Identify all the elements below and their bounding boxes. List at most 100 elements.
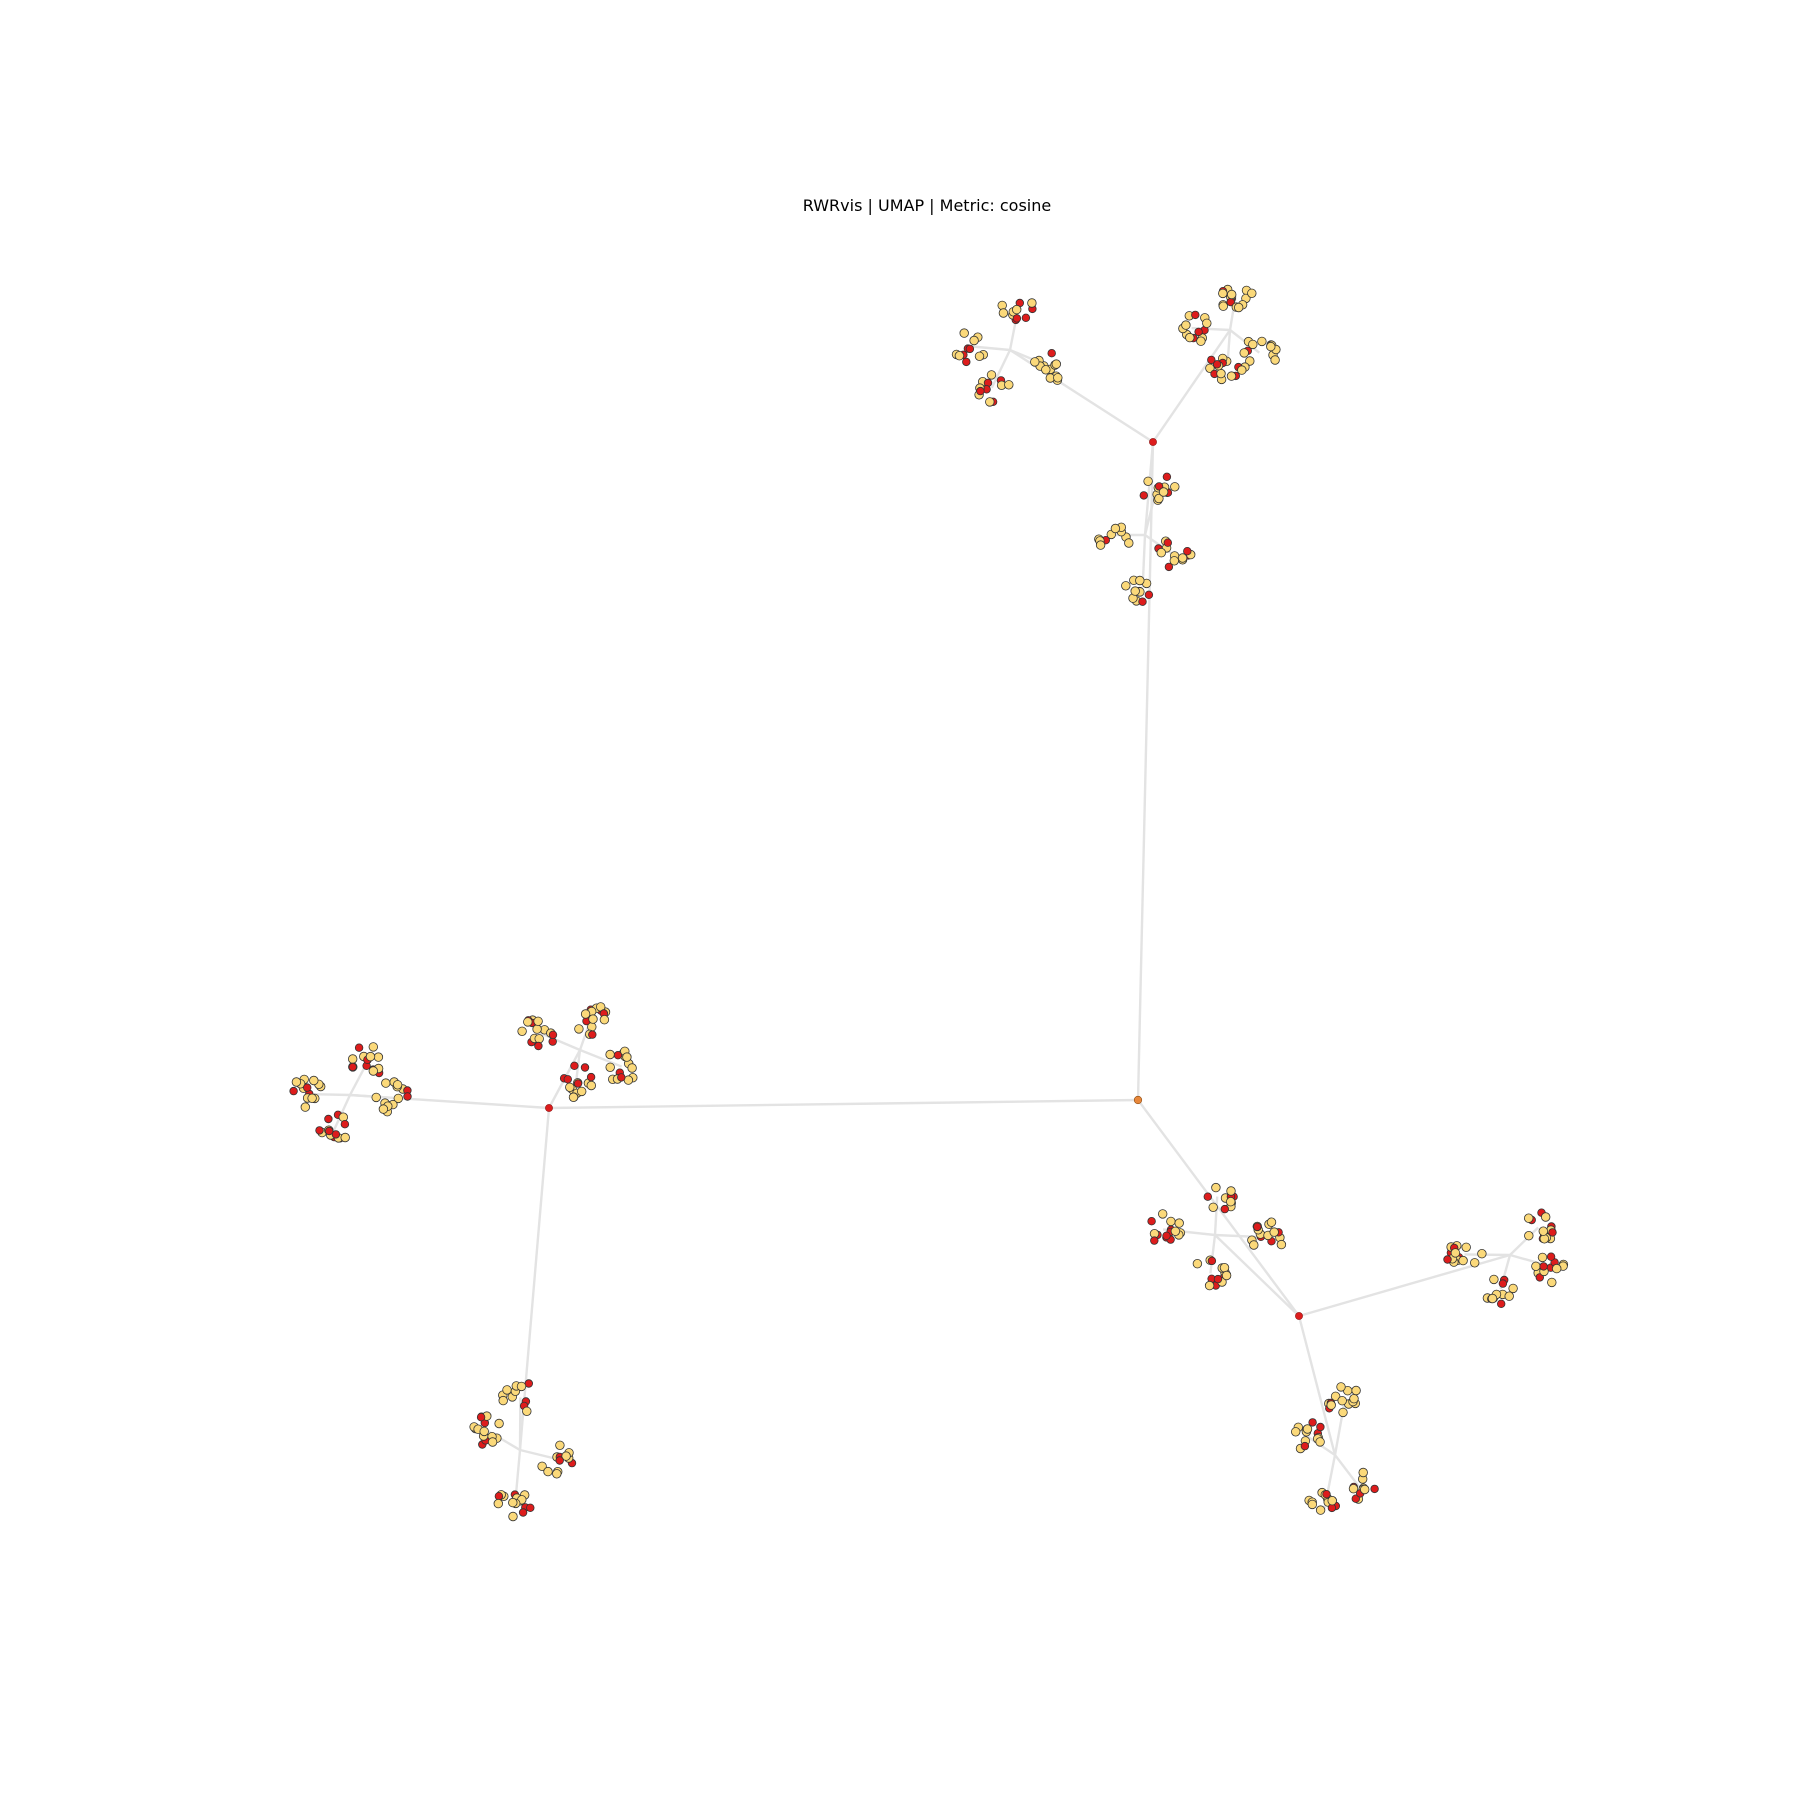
- leaf-node-red: [1316, 1422, 1325, 1432]
- cluster-top-b: [1178, 284, 1281, 385]
- leaf-node-yellow: [577, 1086, 587, 1097]
- leaf-node-red: [548, 1030, 558, 1039]
- leaf-node-red: [1213, 1274, 1223, 1284]
- leaf-node-red: [563, 1075, 572, 1084]
- leaf-node-red: [962, 357, 971, 367]
- leaf-node-yellow: [1524, 1230, 1534, 1241]
- leaf-node-yellow: [1192, 1258, 1203, 1269]
- leaf-node-yellow: [586, 1080, 597, 1091]
- cluster-top-a-spoke-2: [968, 344, 1011, 352]
- leaf-node-yellow: [1315, 1505, 1326, 1515]
- leaf-node-yellow: [1247, 288, 1257, 299]
- leaf-node-red: [1496, 1299, 1506, 1308]
- leaf-node-yellow: [561, 1451, 571, 1461]
- leaf-node-yellow: [1330, 1391, 1341, 1402]
- leaf-node-yellow: [494, 1418, 504, 1429]
- leaf-node-yellow: [1143, 476, 1153, 487]
- leaf-node-yellow: [1508, 1283, 1518, 1294]
- leaf-node-yellow: [1540, 1212, 1551, 1222]
- leaf-node-yellow: [516, 1381, 527, 1392]
- leaf-node-yellow: [1302, 1424, 1313, 1434]
- cluster-top-a-spoke-1: [990, 349, 1012, 389]
- leaf-node-yellow: [969, 335, 979, 346]
- cluster-left-b: [517, 1002, 638, 1103]
- leaf-node-yellow: [1326, 1400, 1336, 1410]
- leaf-node-red: [1207, 1256, 1217, 1266]
- root-to-hub-left-edge: [548, 1098, 1139, 1110]
- root-to-hub-top-edge: [1136, 441, 1155, 1101]
- leaf-node-yellow: [1135, 575, 1145, 586]
- leaf-node-yellow: [1359, 1484, 1370, 1495]
- leaf-node-red: [1144, 590, 1154, 599]
- cluster-top-a: [951, 298, 1063, 407]
- leaf-node-yellow: [1351, 1385, 1361, 1396]
- leaf-node-red: [1191, 310, 1200, 320]
- leaf-node-yellow: [1204, 1280, 1215, 1291]
- leaf-node-yellow: [371, 1092, 381, 1103]
- leaf-node-yellow: [954, 351, 965, 361]
- leaf-node-yellow: [368, 1066, 379, 1076]
- leaf-node-red: [1183, 547, 1192, 556]
- leaf-node-red: [617, 1073, 626, 1082]
- leaf-node-yellow: [574, 1024, 584, 1034]
- leaf-node-yellow: [555, 1440, 565, 1451]
- leaf-node-red: [580, 1063, 590, 1072]
- leaf-node-yellow: [365, 1051, 376, 1062]
- leaf-node-yellow: [1110, 523, 1121, 534]
- leaf-node-yellow: [552, 1469, 562, 1479]
- leaf-node-yellow: [498, 1395, 508, 1406]
- leaf-node-yellow: [1504, 1291, 1514, 1301]
- cluster-br-a-spoke-1: [1209, 1234, 1217, 1274]
- leaf-node-red: [1203, 1192, 1212, 1201]
- leaf-node-yellow: [1348, 1483, 1359, 1494]
- leaf-node-red: [331, 1130, 341, 1139]
- leaf-node-yellow: [1523, 1213, 1534, 1223]
- leaf-node-yellow: [373, 1052, 384, 1062]
- leaf-node-red: [1539, 1262, 1548, 1271]
- leaf-node-yellow: [1245, 356, 1255, 366]
- leaf-node-yellow: [537, 1461, 547, 1472]
- leaf-node-yellow: [1121, 581, 1131, 591]
- leaf-node-red: [1147, 1216, 1156, 1226]
- leaf-node-yellow: [1196, 336, 1206, 346]
- leaf-node-yellow: [1216, 368, 1226, 379]
- cluster-left-c-spoke-0: [519, 1448, 559, 1461]
- leaf-node-red: [1212, 360, 1222, 369]
- cluster-left-c: [469, 1379, 577, 1522]
- leaf-node-yellow: [1156, 548, 1167, 558]
- leaf-node-yellow: [1226, 371, 1237, 381]
- leaf-node-red: [303, 1083, 312, 1092]
- cluster-left-a: [289, 1042, 412, 1143]
- leaf-node-yellow: [1469, 1258, 1480, 1268]
- leaf-node-red: [555, 1456, 564, 1465]
- leaf-node-yellow: [309, 1075, 319, 1086]
- leaf-node-red: [324, 1114, 333, 1124]
- leaf-node-yellow: [1269, 1227, 1279, 1237]
- hub-left-to-cluster-left-c-edge: [518, 1107, 551, 1451]
- figure-title: RWRvis | UMAP | Metric: cosine: [803, 196, 1051, 215]
- leaf-node-yellow: [522, 1406, 532, 1417]
- leaf-node-red: [1443, 1255, 1452, 1264]
- leaf-node-yellow: [1233, 302, 1244, 313]
- leaf-node-yellow: [517, 1026, 527, 1037]
- cluster-br-a-spoke-3: [1213, 1196, 1219, 1236]
- hub-top-to-cluster-top-c-edge: [1143, 441, 1155, 536]
- leaf-node-red: [494, 1491, 504, 1501]
- leaf-node-yellow: [487, 1437, 498, 1447]
- leaf-node-yellow: [300, 1102, 311, 1112]
- leaf-node-yellow: [1154, 493, 1164, 504]
- cluster-br-c: [1290, 1382, 1379, 1515]
- cluster-br-c-spoke-0: [1334, 1454, 1362, 1490]
- leaf-node-yellow: [1218, 288, 1228, 299]
- leaf-node-yellow: [599, 1015, 610, 1025]
- hub-bottom-right-to-cluster-br-a-edge: [1214, 1234, 1300, 1317]
- leaf-node-yellow: [1487, 1293, 1498, 1304]
- leaf-node-red: [1498, 1279, 1508, 1288]
- leaf-node-yellow: [1208, 1202, 1218, 1213]
- leaf-node-yellow: [533, 1016, 543, 1027]
- cluster-left-a-spoke-0: [349, 1093, 392, 1100]
- leaf-node-yellow: [1531, 1261, 1541, 1272]
- leaf-node-yellow: [1012, 304, 1022, 315]
